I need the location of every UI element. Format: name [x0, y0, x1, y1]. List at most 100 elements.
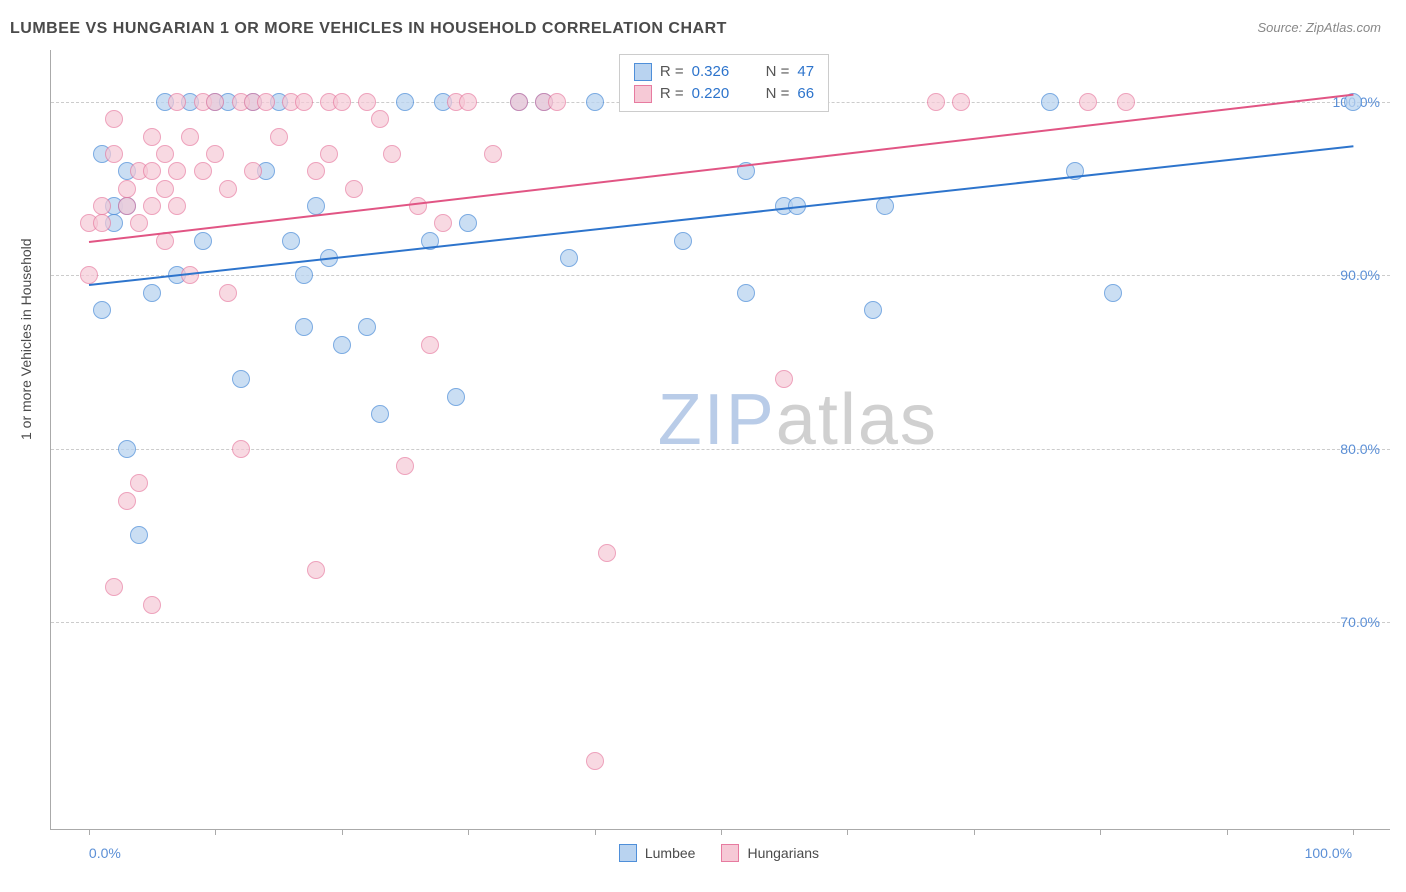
n-label: N =: [766, 83, 790, 105]
n-value: 47: [797, 61, 814, 83]
scatter-point: [396, 457, 414, 475]
x-tick: [1100, 829, 1101, 835]
legend-label: Lumbee: [645, 845, 696, 861]
scatter-point: [307, 162, 325, 180]
legend-swatch: [619, 844, 637, 862]
scatter-point: [232, 440, 250, 458]
scatter-point: [421, 336, 439, 354]
scatter-point: [143, 284, 161, 302]
chart-container: LUMBEE VS HUNGARIAN 1 OR MORE VEHICLES I…: [0, 0, 1406, 892]
scatter-point: [295, 93, 313, 111]
scatter-point: [484, 145, 502, 163]
source-label: Source: ZipAtlas.com: [1257, 20, 1381, 35]
scatter-point: [371, 405, 389, 423]
scatter-point: [864, 301, 882, 319]
scatter-point: [270, 128, 288, 146]
scatter-point: [118, 492, 136, 510]
chart-title: LUMBEE VS HUNGARIAN 1 OR MORE VEHICLES I…: [10, 20, 727, 38]
r-label: R =: [660, 61, 684, 83]
x-tick: [847, 829, 848, 835]
scatter-point: [219, 180, 237, 198]
scatter-point: [1104, 284, 1122, 302]
gridline: [51, 449, 1390, 450]
scatter-point: [181, 128, 199, 146]
scatter-point: [244, 162, 262, 180]
x-tick: [1227, 829, 1228, 835]
scatter-point: [510, 93, 528, 111]
stats-legend: R = 0.326 N = 47 R = 0.220 N = 66: [619, 54, 829, 112]
scatter-point: [1079, 93, 1097, 111]
x-tick-label: 100.0%: [1305, 845, 1352, 861]
scatter-point: [105, 578, 123, 596]
scatter-point: [307, 561, 325, 579]
x-tick: [1353, 829, 1354, 835]
stats-legend-row: R = 0.326 N = 47: [634, 61, 814, 83]
scatter-point: [194, 162, 212, 180]
scatter-point: [219, 284, 237, 302]
scatter-point: [168, 93, 186, 111]
y-tick-label: 90.0%: [1340, 267, 1380, 283]
scatter-point: [358, 318, 376, 336]
scatter-point: [333, 93, 351, 111]
gridline: [51, 275, 1390, 276]
legend-swatch: [721, 844, 739, 862]
x-tick: [595, 829, 596, 835]
y-axis-label: 1 or more Vehicles in Household: [18, 238, 34, 440]
scatter-point: [927, 93, 945, 111]
scatter-point: [206, 93, 224, 111]
scatter-point: [93, 197, 111, 215]
x-tick-label: 0.0%: [89, 845, 121, 861]
scatter-point: [371, 110, 389, 128]
scatter-point: [459, 93, 477, 111]
x-tick: [342, 829, 343, 835]
scatter-point: [345, 180, 363, 198]
scatter-point: [320, 145, 338, 163]
scatter-point: [143, 162, 161, 180]
scatter-point: [118, 180, 136, 198]
scatter-point: [447, 388, 465, 406]
scatter-point: [1041, 93, 1059, 111]
scatter-point: [586, 93, 604, 111]
series-legend: Lumbee Hungarians: [619, 844, 837, 862]
scatter-point: [282, 232, 300, 250]
scatter-point: [130, 526, 148, 544]
scatter-point: [598, 544, 616, 562]
n-label: N =: [766, 61, 790, 83]
legend-swatch: [634, 85, 652, 103]
scatter-point: [586, 752, 604, 770]
scatter-point: [105, 110, 123, 128]
scatter-point: [548, 93, 566, 111]
scatter-point: [80, 266, 98, 284]
r-label: R =: [660, 83, 684, 105]
x-tick: [215, 829, 216, 835]
scatter-point: [358, 93, 376, 111]
n-value: 66: [797, 83, 814, 105]
scatter-point: [295, 318, 313, 336]
scatter-point: [333, 336, 351, 354]
scatter-point: [93, 301, 111, 319]
scatter-point: [156, 180, 174, 198]
x-tick: [721, 829, 722, 835]
legend-swatch: [634, 63, 652, 81]
scatter-point: [295, 266, 313, 284]
legend-label: Hungarians: [747, 845, 819, 861]
scatter-point: [383, 145, 401, 163]
y-tick-label: 80.0%: [1340, 441, 1380, 457]
x-tick: [974, 829, 975, 835]
scatter-point: [168, 197, 186, 215]
scatter-point: [168, 162, 186, 180]
scatter-point: [1117, 93, 1135, 111]
scatter-point: [560, 249, 578, 267]
scatter-point: [307, 197, 325, 215]
scatter-point: [232, 370, 250, 388]
scatter-point: [143, 596, 161, 614]
scatter-point: [459, 214, 477, 232]
scatter-point: [674, 232, 692, 250]
scatter-point: [409, 197, 427, 215]
x-tick: [89, 829, 90, 835]
scatter-point: [143, 128, 161, 146]
r-value: 0.220: [692, 83, 748, 105]
scatter-point: [396, 93, 414, 111]
scatter-point: [257, 93, 275, 111]
r-value: 0.326: [692, 61, 748, 83]
